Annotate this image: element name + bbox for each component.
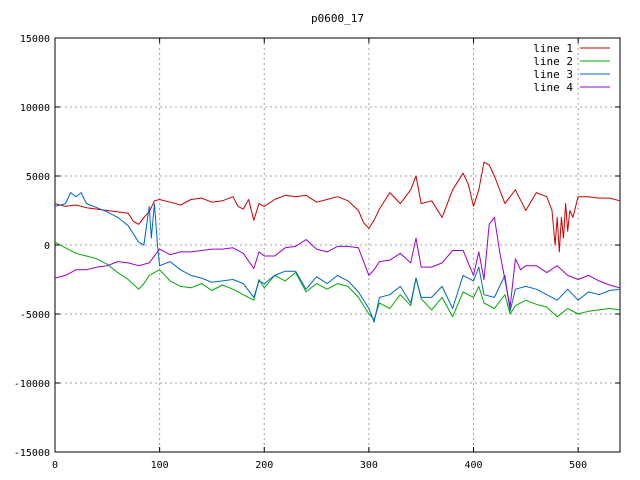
x-tick-label: 300 [360, 460, 378, 471]
x-tick-label: 0 [52, 460, 58, 471]
grid-lines [55, 38, 620, 452]
y-tick-label: 15000 [20, 34, 50, 45]
series-line-3 [54, 192, 621, 323]
legend-label-4: line 4 [533, 81, 573, 94]
y-tick-label: 10000 [20, 103, 50, 114]
series-line-4 [54, 216, 621, 308]
series-lines [54, 161, 621, 323]
legend-label-1: line 1 [533, 42, 573, 55]
y-tick-label: 0 [44, 241, 50, 252]
legend-label-2: line 2 [533, 55, 573, 68]
series-line-2 [54, 241, 621, 320]
y-tick-label: -15000 [14, 448, 50, 459]
legend-label-3: line 3 [533, 68, 573, 81]
x-tick-label: 200 [255, 460, 273, 471]
axis-ticks: 0 100 200 300 400 500 -15000 -10000 -5000 0 5000 10… [14, 34, 620, 471]
x-tick-label: 500 [569, 460, 587, 471]
series-line-1 [54, 161, 621, 253]
y-tick-label: -5000 [20, 310, 50, 321]
x-tick-label: 100 [151, 460, 169, 471]
y-tick-label: 5000 [26, 172, 50, 183]
y-tick-label: -10000 [14, 379, 50, 390]
x-tick-label: 400 [464, 460, 482, 471]
chart-title: p0600_17 [311, 12, 364, 25]
